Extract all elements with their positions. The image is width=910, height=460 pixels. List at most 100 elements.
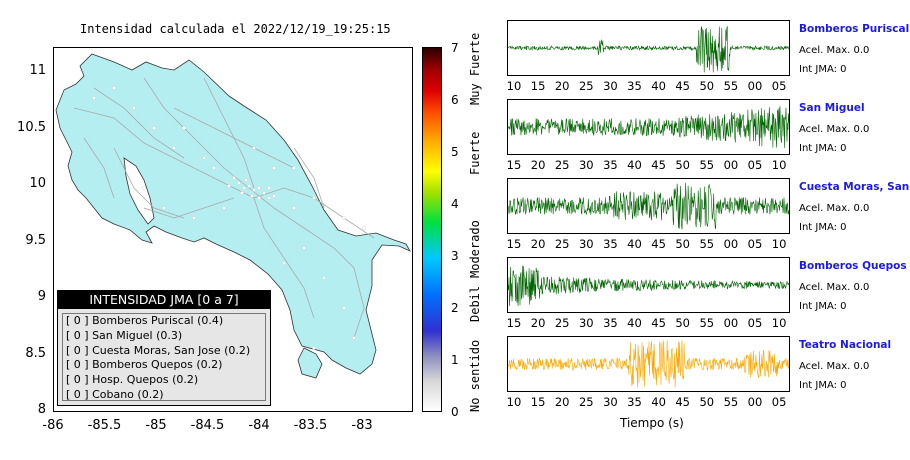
station-marker [244,178,248,182]
waveform-plot [508,182,789,230]
station-marker [227,184,231,188]
station-name: Bomberos Puriscal [799,23,910,35]
intensity-colorbar [422,47,442,412]
colorbar-category-label: Moderado [468,220,482,278]
station-acel-max: Acel. Max. 0.0 [799,361,870,372]
waveform-tick-label: 25 [578,79,594,93]
station-marker [252,146,256,150]
legend-item: [ 0 ] San Miguel (0.3) [66,328,183,342]
intensity-legend: INTENSIDAD JMA [0 a 7] [ 0 ] Bomberos Pu… [57,290,271,406]
time-axis-label: Tiempo (s) [620,416,684,430]
station-marker [262,191,266,195]
station-acel-max: Acel. Max. 0.0 [799,124,870,135]
station-int-jma: Int JMA: 0 [799,380,847,391]
waveform-tick-label: 05 [747,237,763,251]
waveform-tick-label: 30 [603,395,618,409]
waveform-trace [508,340,789,388]
waveform-tick-label: 40 [627,237,642,251]
map-x-tick-label: -85 [145,418,167,433]
waveform-tick-label: 10 [506,395,522,409]
station-marker [257,186,261,190]
station-int-jma: Int JMA: 0 [799,301,847,312]
colorbar-gradient [423,48,441,411]
station-name: Teatro Nacional [799,339,892,351]
waveform-tick-label: 40 [627,316,642,330]
waveform-panel [507,99,790,155]
map-x-tick-label: -84.5 [190,418,225,433]
waveform-tick-label: 10 [771,316,787,330]
waveform-tick-label: 15 [530,79,546,93]
waveform-tick-label: 45 [675,395,690,409]
station-marker [267,196,271,200]
colorbar-tick-label: 3 [451,249,459,263]
station-marker [182,126,186,130]
station-int-jma: Int JMA: 0 [799,143,847,154]
station-int-jma: Int JMA: 0 [799,64,847,75]
colorbar-tick-label: 6 [451,93,459,107]
colorbar-tick-label: 4 [451,197,459,211]
waveform-tick-label: 40 [651,395,666,409]
station-marker [272,166,276,170]
station-marker [292,166,296,170]
station-marker [212,166,216,170]
colorbar-category-label: No sentido [468,339,482,412]
waveform-tick-label: 20 [530,158,546,172]
waveform-panel [507,257,790,313]
station-marker [302,246,306,250]
waveform-tick-label: 00 [747,395,763,409]
colorbar-tick-label: 0 [451,405,459,419]
waveform-trace [508,182,789,230]
waveform-tick-label: 40 [627,158,642,172]
waveform-tick-label: 35 [603,316,618,330]
waveform-tick-label: 50 [699,395,715,409]
waveform-panel [507,20,790,76]
station-marker [250,194,254,198]
map-y-tick-label: 10 [29,176,46,191]
waveform-tick-label: 55 [699,316,715,330]
station-marker [342,306,346,310]
waveform-plot [508,265,789,307]
legend-item: [ 0 ] Bomberos Puriscal (0.4) [66,314,224,327]
station-marker [192,216,196,220]
map-x-tick-label: -86 [42,418,64,433]
legend-list: [ 0 ] Bomberos Puriscal (0.4)[ 0 ] San M… [62,313,266,401]
station-marker [237,181,241,185]
waveform-tick-label: 00 [723,316,739,330]
station-marker [342,216,346,220]
waveform-tick-label: 00 [723,237,739,251]
waveform-tick-label: 20 [554,79,570,93]
station-name: Bomberos Quepos [799,260,907,272]
station-acel-max: Acel. Max. 0.0 [799,282,870,293]
waveform-tick-label: 00 [747,79,763,93]
waveform-tick-label: 10 [506,79,522,93]
waveform-trace [508,106,789,148]
station-marker [232,176,236,180]
station-markers [92,86,366,350]
waveform-tick-label: 25 [554,158,570,172]
waveform-tick-label: 55 [723,79,739,93]
colorbar-tick-label: 7 [451,41,459,55]
colorbar-tick-label: 5 [451,145,459,159]
legend-item: [ 0 ] Cuesta Moras, San Jose (0.2) [66,343,251,357]
waveform-plot [508,26,789,73]
map-y-tick-label: 10.5 [17,119,46,135]
station-marker [162,206,166,210]
station-marker [242,186,246,190]
waveform-tick-label: 30 [578,316,594,330]
station-marker [352,336,356,340]
station-marker [252,188,256,192]
waveform-tick-label: 25 [554,237,570,251]
station-acel-max: Acel. Max. 0.0 [799,45,870,56]
waveform-tick-label: 15 [506,158,522,172]
waveform-plot [508,340,789,388]
station-marker [292,206,296,210]
colorbar-tick-label: 1 [451,353,459,367]
waveform-tick-label: 55 [699,158,715,172]
colorbar-tick-label: 2 [451,301,459,315]
waveform-tick-label: 35 [627,79,642,93]
waveform-tick-label: 55 [699,237,715,251]
colorbar-category-label: Muy Fuerte [468,32,482,105]
station-marker [172,146,176,150]
map-y-tick-label: 9.5 [25,232,46,248]
costa-rica-map [55,53,411,379]
